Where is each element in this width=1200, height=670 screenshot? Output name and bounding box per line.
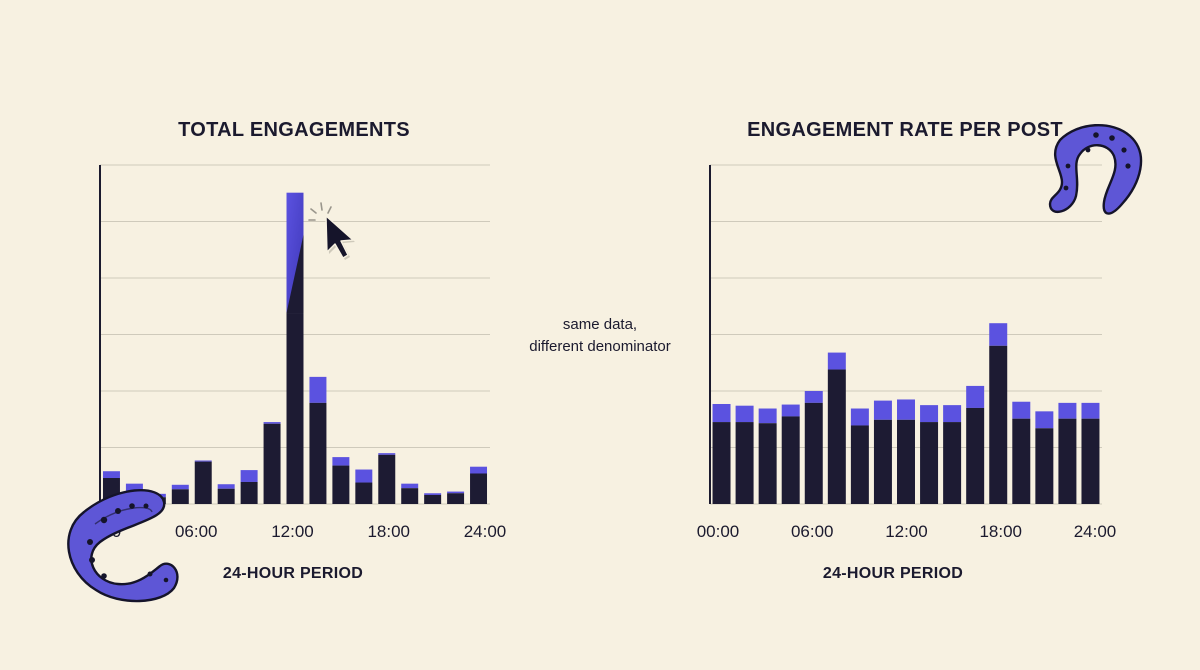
- comparison-annotation: same data, different denominator: [529, 316, 670, 355]
- bar-top-segment: [355, 469, 373, 483]
- x-tick-label: 00:00: [697, 522, 740, 541]
- bar-top-segment: [850, 408, 869, 426]
- x-tick-label: 06:00: [791, 522, 834, 541]
- bar-top-segment: [897, 399, 915, 420]
- bar-top-segment: [989, 323, 1008, 346]
- bars-right: [712, 323, 1100, 504]
- bars-left: [102, 192, 488, 504]
- bar-base-segment: [897, 419, 915, 504]
- bar-top-segment: [125, 483, 143, 493]
- bar-top-segment: [1058, 402, 1077, 419]
- bar-base-segment: [332, 465, 350, 504]
- bar-top-segment: [920, 405, 939, 423]
- bar-base-segment: [781, 416, 800, 504]
- bar-top-segment: [1012, 401, 1031, 419]
- bar-base-segment: [943, 422, 962, 504]
- bar-base-segment: [355, 482, 373, 504]
- annotation-line-1: same data,: [563, 316, 637, 333]
- bar-top-segment: [424, 493, 442, 495]
- annotation-line-2: different denominator: [529, 338, 670, 355]
- bar-base-segment: [309, 402, 327, 504]
- bar-base-segment: [240, 481, 258, 504]
- x-tick-label: 24:00: [1074, 522, 1117, 541]
- bar-base-segment: [194, 461, 212, 504]
- x-axis-title-right: 24-HOUR PERIOD: [823, 565, 963, 582]
- bar-base-segment: [850, 425, 869, 504]
- bar-top-segment: [781, 404, 800, 417]
- x-tick-label: 24:00: [464, 522, 507, 541]
- bar-top-segment: [966, 385, 985, 408]
- chart-title-left: TOTAL ENGAGEMENTS: [178, 119, 410, 141]
- bar-shadow: [286, 234, 304, 314]
- bar-base-segment: [804, 402, 823, 504]
- bar-base-segment: [1081, 418, 1100, 504]
- bar-base-segment: [401, 488, 419, 504]
- bar-base-segment: [447, 493, 465, 504]
- bar-top-segment: [758, 408, 777, 424]
- cursor-arrow-icon: [325, 215, 355, 260]
- bar-top-segment: [102, 471, 120, 479]
- chart-title-right: ENGAGEMENT RATE PER POST: [747, 119, 1063, 141]
- bar-base-segment: [217, 488, 235, 504]
- bar-base-segment: [735, 422, 754, 504]
- x-tick-label: 18:00: [979, 522, 1022, 541]
- bar-top-segment: [171, 484, 189, 490]
- bar-top-segment: [378, 453, 396, 455]
- click-sparkle-icon: [308, 202, 332, 221]
- bar-base-segment: [378, 454, 396, 504]
- x-tick-label: 06:00: [175, 522, 218, 541]
- bar-top-segment: [263, 422, 281, 424]
- engagement-rate-chart: ENGAGEMENT RATE PER POST 00:00 06:00 12:00…: [697, 119, 1117, 582]
- bar-top-segment: [217, 484, 235, 489]
- bar-top-segment: [712, 403, 731, 423]
- bar-base-segment: [263, 423, 281, 504]
- bar-base-segment: [873, 419, 892, 504]
- bar-top-segment: [240, 470, 258, 482]
- bar-base-segment: [470, 473, 488, 504]
- bar-base-segment: [286, 313, 304, 504]
- bar-top-segment: [470, 466, 488, 474]
- x-tick-label: 12:00: [885, 522, 928, 541]
- bar-top-segment: [332, 457, 350, 466]
- bar-top-segment: [735, 405, 754, 423]
- bar-top-segment: [447, 491, 465, 494]
- bar-top-segment: [1081, 402, 1100, 419]
- x-ticks-right: 00:00 06:00 12:00 18:00 24:00: [697, 522, 1117, 541]
- bar-base-segment: [827, 369, 846, 504]
- bar-top-segment: [804, 391, 823, 403]
- bar-base-segment: [989, 345, 1008, 504]
- bar-top-segment: [943, 405, 962, 423]
- bar-top-segment: [827, 352, 846, 370]
- bar-top-segment: [194, 460, 212, 462]
- tentacle-icon: [67, 489, 179, 603]
- bar-top-segment: [401, 483, 419, 489]
- bar-base-segment: [424, 494, 442, 504]
- bar-base-segment: [758, 423, 777, 504]
- bar-base-segment: [1035, 428, 1054, 504]
- x-axis-title-left: 24-HOUR PERIOD: [223, 565, 363, 582]
- bar-base-segment: [171, 489, 189, 504]
- bar-base-segment: [920, 422, 939, 504]
- bar-base-segment: [1012, 418, 1031, 504]
- bar-base-segment: [966, 407, 985, 504]
- bar-top-segment: [873, 400, 892, 420]
- tentacle-icon: [1048, 124, 1143, 215]
- bar-top-segment: [1035, 411, 1054, 429]
- bar-base-segment: [1058, 418, 1077, 504]
- bar-base-segment: [712, 422, 731, 504]
- x-tick-label: 18:00: [367, 522, 410, 541]
- x-tick-label: 12:00: [271, 522, 314, 541]
- bar-top-segment: [309, 376, 327, 403]
